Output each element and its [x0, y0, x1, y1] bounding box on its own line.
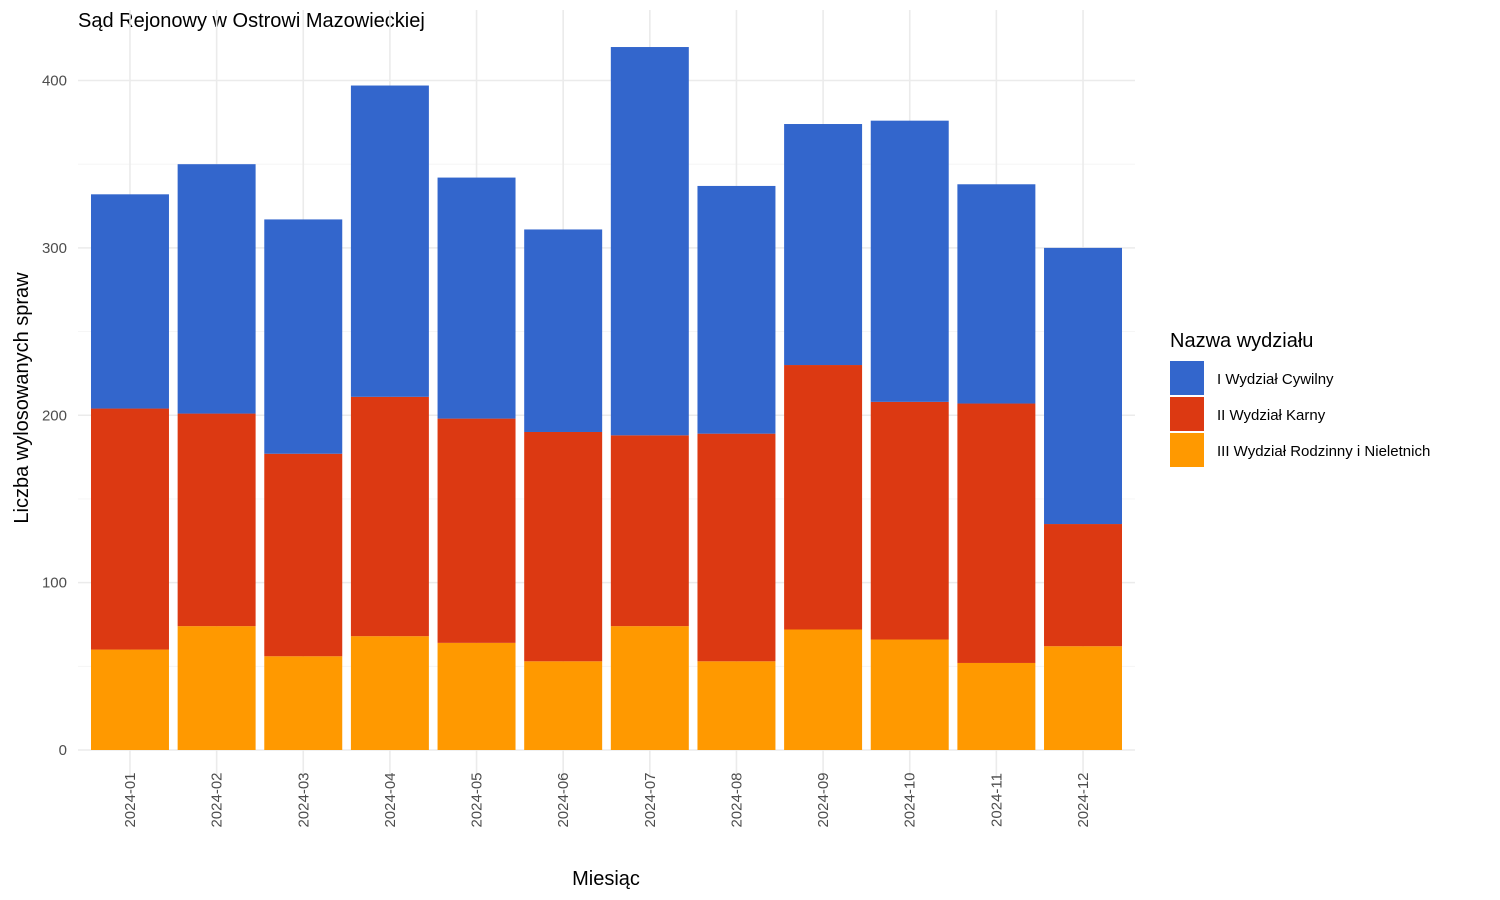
bar-segment — [177, 413, 256, 627]
bar-segment — [1044, 524, 1123, 647]
y-tick-label: 200 — [42, 407, 67, 424]
x-axis-ticks: 2024-01 2024-02 2024-03 2024-04 2024-05 2024-… — [122, 772, 1092, 827]
bar-segment — [1044, 247, 1123, 525]
x-axis-title: Miesiąc — [572, 868, 640, 890]
bar-segment — [177, 626, 256, 750]
bar-segment — [870, 401, 949, 640]
x-tick-label: 2024-10 — [902, 772, 919, 827]
bar-segment — [870, 639, 949, 750]
bar-segment — [697, 185, 776, 434]
bar-segment — [524, 431, 603, 662]
legend-swatch — [1170, 397, 1204, 431]
bar-segment — [524, 661, 603, 750]
bar-segment — [350, 636, 429, 750]
x-tick-label: 2024-12 — [1075, 772, 1092, 827]
x-tick-label: 2024-03 — [295, 772, 312, 827]
y-axis-title: Liczba wylosowanych spraw — [11, 272, 33, 524]
bar-segment — [350, 396, 429, 637]
y-tick-label: 300 — [42, 240, 67, 257]
bar-segment — [177, 164, 256, 414]
bar-segment — [957, 403, 1036, 663]
bar-segment — [264, 656, 343, 750]
bar-segment — [437, 642, 516, 750]
bar-segment — [957, 662, 1036, 750]
legend-swatch — [1170, 361, 1204, 395]
bar-segment — [784, 365, 863, 630]
y-axis-ticks: 0 100 200 300 400 — [42, 73, 67, 760]
legend-label: I Wydział Cywilny — [1217, 371, 1334, 388]
bar-segment — [784, 629, 863, 750]
bar-segment — [90, 649, 169, 750]
legend: Nazwa wydziału I Wydział Cywilny II Wydzi… — [1170, 330, 1430, 467]
chart-title: Sąd Rejonowy w Ostrowi Mazowieckiej — [78, 10, 425, 32]
bar-segment — [350, 85, 429, 397]
x-tick-label: 2024-07 — [642, 772, 659, 827]
bar-segment — [90, 408, 169, 650]
legend-swatch — [1170, 433, 1204, 467]
bars — [90, 47, 1123, 750]
x-tick-label: 2024-11 — [988, 773, 1005, 827]
legend-label: III Wydział Rodzinny i Nieletnich — [1217, 443, 1430, 460]
x-tick-label: 2024-02 — [209, 772, 226, 827]
y-tick-label: 0 — [59, 742, 67, 759]
x-tick-label: 2024-01 — [122, 772, 139, 827]
bar-segment — [610, 626, 689, 750]
x-tick-label: 2024-05 — [469, 772, 486, 827]
bar-segment — [437, 418, 516, 643]
x-tick-label: 2024-06 — [555, 772, 572, 827]
legend-title: Nazwa wydziału — [1170, 330, 1313, 352]
bar-segment — [524, 229, 603, 432]
bar-segment — [1044, 646, 1123, 750]
bar-segment — [264, 453, 343, 657]
bar-segment — [784, 124, 863, 366]
bar-segment — [610, 435, 689, 627]
legend-label: II Wydział Karny — [1217, 407, 1326, 424]
bar-segment — [437, 177, 516, 419]
bar-segment — [610, 47, 689, 436]
y-tick-label: 400 — [42, 73, 67, 90]
bar-segment — [697, 661, 776, 750]
bar-segment — [697, 433, 776, 662]
x-tick-label: 2024-09 — [815, 772, 832, 827]
bar-segment — [957, 184, 1036, 404]
bar-segment — [870, 120, 949, 402]
y-tick-label: 100 — [42, 575, 67, 592]
bar-segment — [90, 194, 169, 409]
x-tick-label: 2024-04 — [382, 772, 399, 827]
x-tick-label: 2024-08 — [728, 772, 745, 827]
bar-segment — [264, 219, 343, 454]
